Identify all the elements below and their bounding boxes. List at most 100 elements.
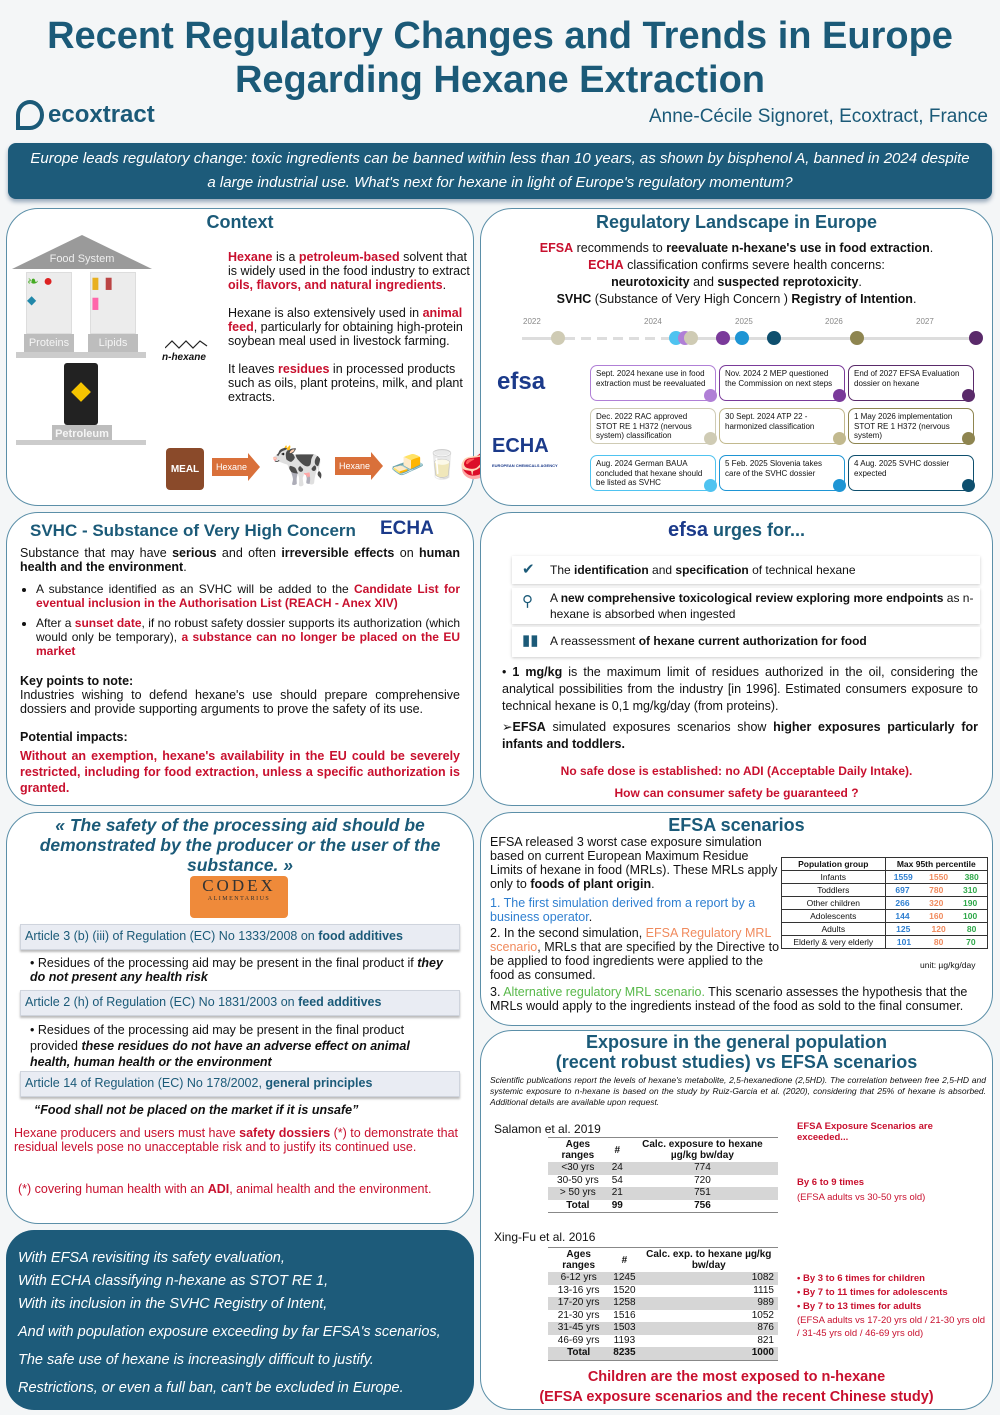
table-cell: 1052	[751, 1309, 774, 1321]
exceeded-factor: By 6 to 9 times	[797, 1177, 865, 1188]
timeline-event-dot[interactable]	[969, 331, 983, 345]
article-3-text: “Food shall not be placed on the market …	[34, 1103, 359, 1117]
oil-barrel-icon	[64, 363, 98, 425]
scenario-3-value: 380	[964, 872, 979, 882]
table-cell: 21	[607, 1187, 627, 1200]
food-products-icon: 🧈🥛🥩	[390, 449, 495, 480]
event-dot	[704, 389, 717, 402]
table-row: Toddlers 697 780 310	[781, 883, 989, 897]
total-cell: Total	[548, 1347, 610, 1360]
text-segment: and	[648, 563, 676, 577]
exceeded-note: EFSA Exposure Scenarios are exceeded...	[797, 1121, 933, 1143]
timeline-event-dot[interactable]	[735, 331, 749, 345]
text-segment: residues	[278, 362, 330, 376]
table-cell: 13-16 yrs	[557, 1284, 600, 1296]
total-row: Total 99 756	[548, 1200, 778, 1213]
text-segment: petroleum-based	[298, 250, 400, 264]
scenario-3-value: 80	[966, 924, 977, 934]
total-row: Total 8235 1000	[548, 1347, 778, 1360]
svhc-title: SVHC - Substance of Very High Concern	[30, 521, 356, 540]
table-row: Elderly & very elderly 101 80 70	[781, 935, 989, 949]
text-segment: The	[550, 563, 575, 577]
children-conclusion-source: (EFSA exposure scenarios and the recent …	[539, 1389, 934, 1405]
unit-label: unit: µg/kg/day	[920, 960, 976, 970]
population-group: Other children	[781, 896, 886, 910]
timeline-event-dot[interactable]	[716, 331, 730, 345]
timeline-event-dot[interactable]	[684, 331, 698, 345]
table-header: Calc. exposure to hexane µg/kg bw/day	[642, 1139, 763, 1161]
table-cell: 31-45 yrs	[548, 1322, 610, 1335]
consumer-safety-question: How can consumer safety be guaranteed ?	[614, 786, 859, 800]
exposure-title-2: (recent robust studies) vs EFSA scenario…	[555, 1052, 918, 1072]
text-segment: Residues of the processing aid may be pr…	[37, 956, 418, 970]
svhc-intro: Substance that may have serious and ofte…	[20, 546, 460, 574]
text-segment: and often	[216, 546, 282, 560]
event-dot	[704, 479, 717, 492]
timeline-event-dot[interactable]	[551, 331, 565, 345]
search-icon: ⚲	[522, 593, 533, 610]
population-group: Elderly & very elderly	[781, 935, 886, 949]
table-header: Max 95th percentile	[884, 857, 989, 871]
article-1-body: Residues of the processing aid may be pr…	[30, 956, 443, 984]
table-row: 30-50 yrs 54 720	[548, 1175, 778, 1188]
efsa-logo: efsa	[497, 368, 546, 395]
text-segment: Substance that may have	[20, 546, 173, 560]
text-segment: 1 mg/kg	[512, 665, 563, 679]
event-text: 4 Aug. 2025 SVHC dossier expected	[854, 459, 950, 478]
text-segment: .	[183, 560, 187, 574]
lipids-label: Lipids	[88, 334, 138, 352]
event-dot	[833, 479, 846, 492]
event-text: End of 2027 EFSA Evaluation dossier on h…	[854, 369, 960, 388]
study-1-name: Salamon et al. 2019	[494, 1122, 601, 1136]
scenario-1-value: 125	[896, 924, 911, 934]
conclusion-line: With ECHA classifying n-hexane as STOT R…	[18, 1273, 329, 1289]
timeline-year: 2026	[825, 317, 843, 326]
table-row: Other children 266 320 190	[781, 896, 989, 910]
ecoxtract-logo: ecoxtract	[16, 100, 155, 130]
timeline-year: 2022	[523, 317, 541, 326]
cow-icon: 🐄	[270, 440, 325, 489]
scenario-1-value: 101	[896, 937, 912, 947]
article-feed-additives: Article 2 (h) of Regulation (EC) No 1831…	[20, 990, 460, 1016]
hexane-arrow-2: Hexane	[335, 452, 383, 480]
text-segment: reevaluate n-hexane's use in food extrac…	[666, 241, 930, 255]
text-segment: It leaves	[228, 362, 279, 376]
urge-item-1: ✔ The identification and specification of…	[512, 556, 980, 584]
text-segment: Article 2 (h) of Regulation (EC) No 1831…	[25, 995, 299, 1009]
timeline-event-card: 5 Feb. 2025 Slovenia takes care of the S…	[719, 455, 846, 492]
text-segment: higher exposures particularly for infant…	[502, 720, 978, 751]
safety-quote: « The safety of the processing aid shoul…	[39, 815, 441, 875]
safety-dossier-note: Hexane producers and users must have saf…	[14, 1126, 464, 1154]
hexane-molecule-icon	[165, 340, 208, 349]
text-segment: animal feed	[228, 306, 463, 334]
exposure-intro: Scientific publications report the level…	[490, 1075, 986, 1107]
scenario-3-value: 70	[966, 937, 976, 947]
text-segment: simulated exposures scenarios show	[545, 720, 774, 734]
text-segment: A substance identified as an SVHC will b…	[36, 582, 355, 596]
bullet-children: • By 3 to 6 times for children	[797, 1273, 925, 1284]
text-segment: of technical hexane	[748, 563, 856, 577]
text-segment: EFSA	[539, 241, 574, 255]
text-segment: , animal health and the environment.	[229, 1182, 432, 1196]
text-segment: neurotoxicity	[611, 275, 690, 289]
exposure-title-1: Exposure in the general population	[585, 1032, 888, 1052]
text-segment: identification	[574, 563, 649, 577]
text-segment: as n-hexane is absorbed when ingested	[550, 591, 974, 621]
efsa-logo-small: efsa	[667, 519, 708, 541]
text-segment: EFSA released 3 worst case exposure simu…	[490, 835, 778, 891]
event-dot	[833, 389, 846, 402]
text-segment: on	[394, 546, 420, 560]
lipids-pillar: ▮ ▮ ▮	[90, 272, 136, 334]
conclusion-line: And with population exposure exceeding b…	[18, 1324, 441, 1340]
scenario-1: 1. The first simulation derived from a r…	[490, 896, 780, 924]
timeline-event-dot[interactable]	[767, 331, 781, 345]
text-segment: Article 14 of Regulation (EC) No 178/200…	[25, 1076, 266, 1090]
svhc-panel	[6, 512, 474, 806]
timeline-event-dot[interactable]	[850, 331, 864, 345]
text-segment: of hexane current authorization for food	[638, 634, 867, 648]
text-segment: Hexane is also extensively used in	[228, 306, 423, 320]
text-segment: .	[858, 275, 862, 289]
urge-item-3: ▮▮ A reassessment of hexane current autho…	[512, 627, 980, 657]
text-segment: 1. The first simulation derived from a r…	[490, 896, 756, 924]
article-2-text: • Residues of the processing aid may be …	[30, 1023, 410, 1069]
